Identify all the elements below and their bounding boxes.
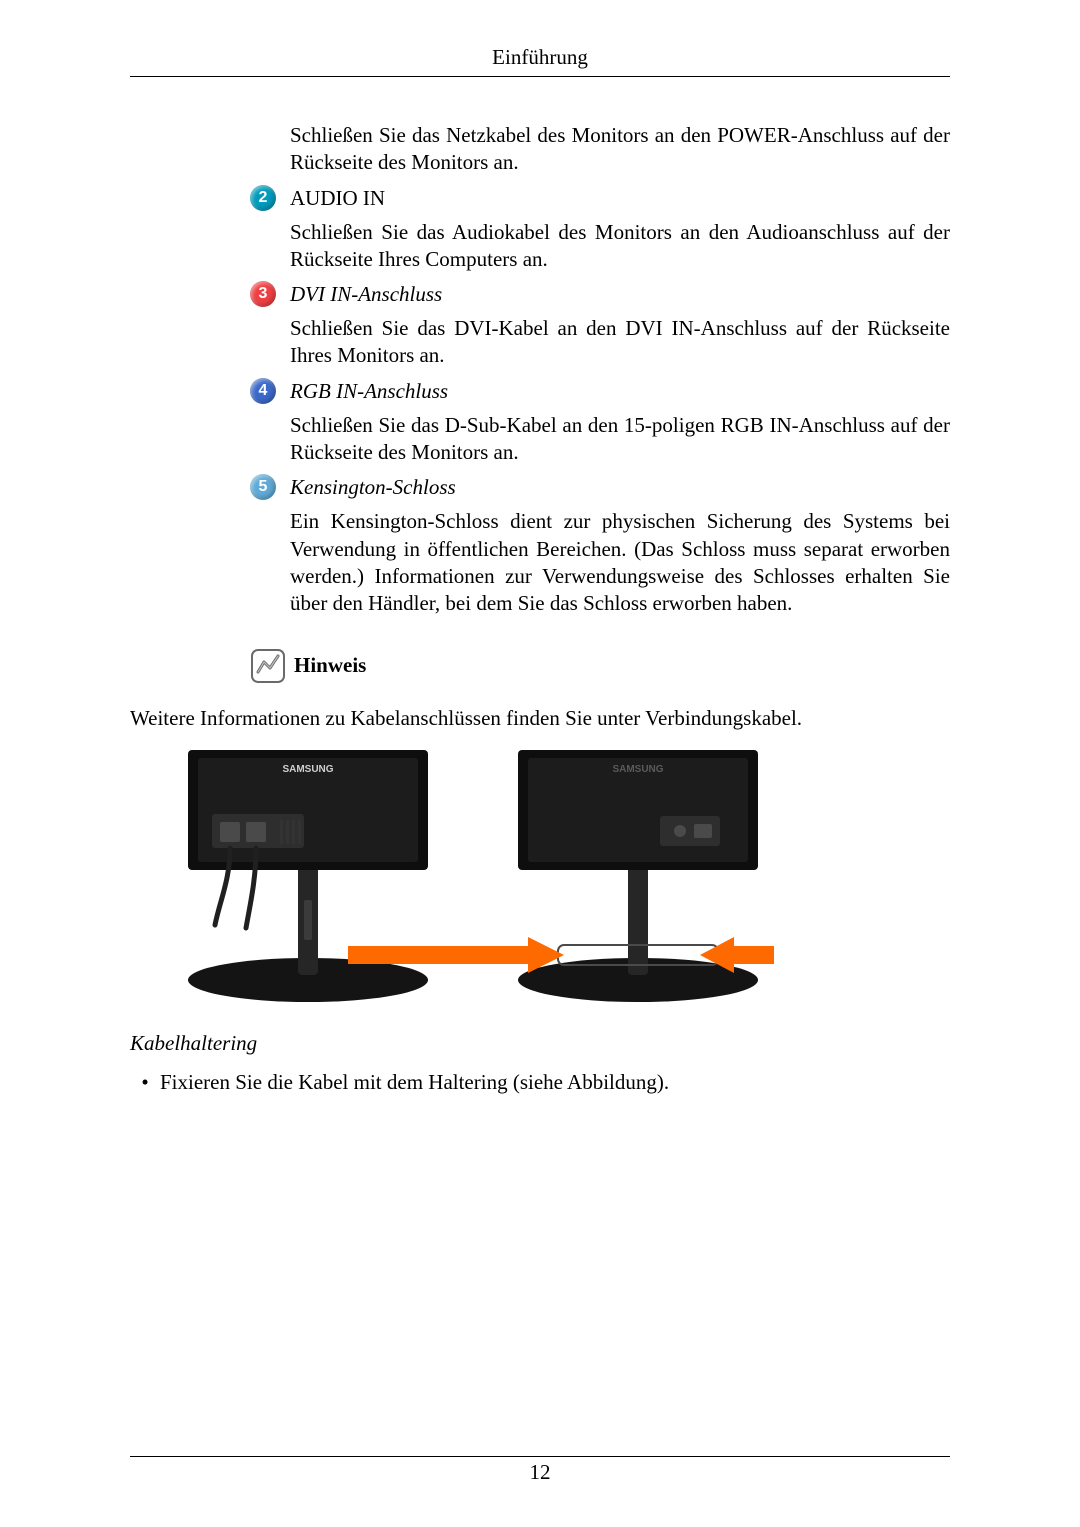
desc-audio-in: Schließen Sie das Audiokabel des Monitor… [290, 219, 950, 274]
badge-4: 4 [250, 378, 276, 404]
hinweis-text: Weitere Informationen zu Kabelanschlüsse… [130, 705, 950, 732]
header-rule [130, 76, 950, 77]
bullet-row: • Fixieren Sie die Kabel mit dem Halteri… [130, 1070, 950, 1095]
item-3-row: 3 DVI IN-Anschluss [250, 281, 950, 307]
desc-rgb-in: Schließen Sie das D-Sub-Kabel an den 15-… [290, 412, 950, 467]
kabel-title: Kabelhaltering [130, 1031, 950, 1056]
label-rgb-in: RGB IN-Anschluss [290, 378, 448, 404]
desc-dvi-in: Schließen Sie das DVI-Kabel an den DVI I… [290, 315, 950, 370]
content-block: Schließen Sie das Netzkabel des Monitors… [250, 122, 950, 684]
badge-3: 3 [250, 281, 276, 307]
svg-text:SAMSUNG: SAMSUNG [282, 764, 333, 775]
note-icon [250, 648, 286, 684]
item-2-row: 2 AUDIO IN [250, 185, 950, 211]
item-4-row: 4 RGB IN-Anschluss [250, 378, 950, 404]
item-5-row: 5 Kensington-Schloss [250, 474, 950, 500]
desc-kensington: Ein Kensington-Schloss dient zur physisc… [290, 508, 950, 617]
label-kensington: Kensington-Schloss [290, 474, 456, 500]
label-dvi-in: DVI IN-Anschluss [290, 281, 442, 307]
power-desc: Schließen Sie das Netzkabel des Monitors… [290, 122, 950, 177]
page-number: 12 [0, 1460, 1080, 1485]
label-audio-in: AUDIO IN [290, 185, 385, 211]
bullet-dot: • [130, 1070, 160, 1095]
hinweis-row: Hinweis [250, 648, 950, 684]
badge-2: 2 [250, 185, 276, 211]
svg-text:SAMSUNG: SAMSUNG [612, 764, 663, 775]
bullet-text: Fixieren Sie die Kabel mit dem Haltering… [160, 1070, 669, 1095]
header-title: Einführung [130, 45, 950, 76]
badge-5: 5 [250, 474, 276, 500]
monitor-image: SAMSUNG SAMSUNG [160, 750, 790, 1010]
hinweis-label: Hinweis [294, 653, 366, 678]
footer-rule [130, 1456, 950, 1457]
